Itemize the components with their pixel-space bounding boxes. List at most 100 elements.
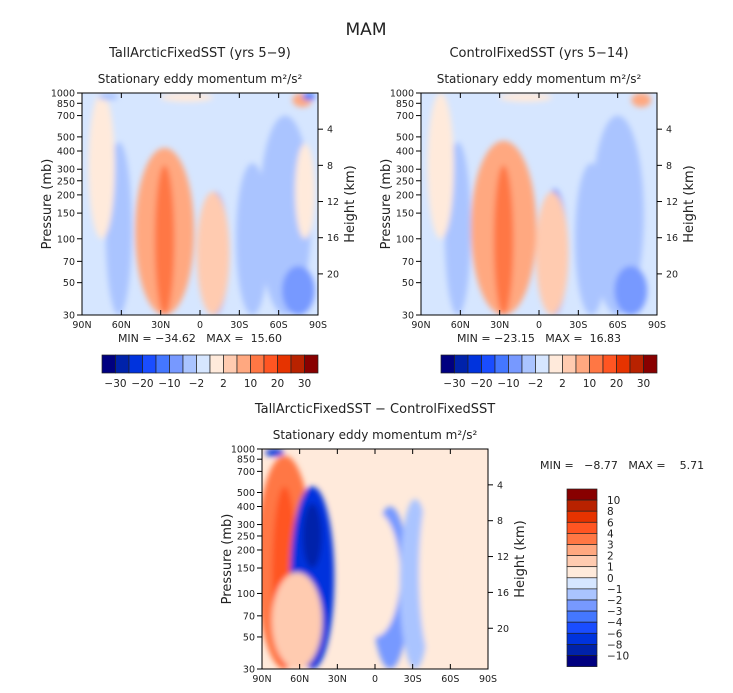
colorbar-box [566,655,598,667]
colorbar-box [566,599,598,612]
colorbar: −30 −20 −10 −2 2 10 20 30 [440,354,658,390]
colorbar-box [101,354,116,374]
colorbar-label: 3 [607,540,614,552]
colorbar-box [535,354,550,374]
colorbar-label: 20 [610,378,623,390]
contour-region [493,165,514,315]
y-tick-label: 500 [57,132,75,143]
y-tick-label: 70 [402,257,414,268]
colorbar-box [562,354,577,374]
colorbar-box [467,354,482,374]
colorbar-box [548,354,563,374]
colorbar-box [602,354,617,374]
colorbar-label: −2 [528,378,543,390]
colorbar-label: 10 [583,378,596,390]
colorbar: −30 −20 −10 −2 2 10 20 30 [101,354,319,390]
x-tick-label: 0 [197,320,203,331]
colorbar-box [223,354,238,374]
contour-region [272,572,323,669]
colorbar-box [508,354,523,374]
colorbar-box [566,499,598,512]
colorbar-box [142,354,157,374]
subtitle-text: Stationary eddy momentum [98,72,271,86]
colorbar-box [566,544,598,556]
main-title: MAM [346,20,387,40]
colorbar-label: 6 [607,517,614,529]
y2-tick-label: 4 [497,480,503,491]
y-tick-label: 70 [243,611,255,622]
colorbar-box [566,533,598,545]
colorbar-box [566,621,598,634]
x-tick-label: 30S [404,674,422,685]
colorbar-box [440,354,455,374]
contour-region [437,625,476,669]
colorbar-box [629,354,644,374]
y-tick-label: 200 [396,190,414,201]
y2-tick-label: 8 [497,516,503,527]
x-tick-label: 90N [252,674,271,685]
contour-field [82,93,318,315]
min-max-stats: MIN = −34.62 MAX = 15.60 [118,332,282,345]
y-tick-label: 400 [57,147,75,158]
colorbar-label: −20 [131,378,153,390]
colorbar-box [196,354,211,374]
x-tick-label: 90N [411,320,430,331]
y-tick-label: 200 [237,545,255,556]
y-tick-label: 250 [396,176,414,187]
x-tick-label: 30N [490,320,509,331]
colorbar-box [290,354,305,374]
colorbar-label: −3 [607,606,622,618]
colorbar-box [566,632,598,645]
colorbar-label: 2 [607,551,614,563]
x-tick-label: 60S [270,320,288,331]
y-tick-label: 50 [243,632,255,643]
x-tick-label: 90N [72,320,91,331]
colorbar-box [494,354,509,374]
y-tick-label: 1000 [390,89,414,100]
y-tick-label: 850 [396,99,414,110]
contour-region [302,93,316,101]
y-tick-label: 250 [57,176,75,187]
colorbar-label: 20 [271,378,284,390]
contour-blobs [262,449,479,669]
colorbar-box [643,354,658,374]
y-tick-label: 1000 [51,89,75,100]
y2-tick-label: 16 [666,233,678,244]
colorbar-box [566,588,598,601]
y2-tick-label: 12 [327,197,339,208]
y2-tick-label: 20 [327,269,339,280]
y-tick-label: 850 [57,99,75,110]
colorbar-box [521,354,536,374]
x-tick-label: 30S [569,320,587,331]
colorbar-box [589,354,604,374]
contour-region [631,93,652,108]
y-tick-label: 100 [57,234,75,245]
colorbar-box [250,354,265,374]
contour-region [427,93,454,239]
y2-tick-label: 4 [666,125,672,136]
x-tick-label: 60S [441,674,459,685]
contour-region [614,266,648,315]
colorbar-label: −8 [607,639,622,651]
contour-region [196,191,230,315]
y-tick-label: 50 [63,278,75,289]
y2-tick-label: 8 [666,161,672,172]
colorbar-box [566,521,598,534]
y2-tick-label: 12 [497,552,509,563]
y2-tick-label: 12 [666,197,678,208]
subtitle-text: Stationary eddy momentum [437,72,610,86]
plot-subtitle: Stationary eddy momentum m²/s² [273,428,478,442]
colorbar-label: 2 [220,378,227,390]
y-tick-label: 250 [237,531,255,542]
min-max-stats: MIN = −8.77 MAX = 5.71 [540,459,704,472]
x-tick-label: 0 [536,320,542,331]
x-tick-label: 60N [451,320,470,331]
y-tick-label: 700 [237,467,255,478]
y-tick-label: 850 [237,455,255,466]
colorbar-box [277,354,292,374]
colorbar-label: 8 [607,506,614,518]
colorbar-box [209,354,224,374]
x-tick-label: 30S [230,320,248,331]
